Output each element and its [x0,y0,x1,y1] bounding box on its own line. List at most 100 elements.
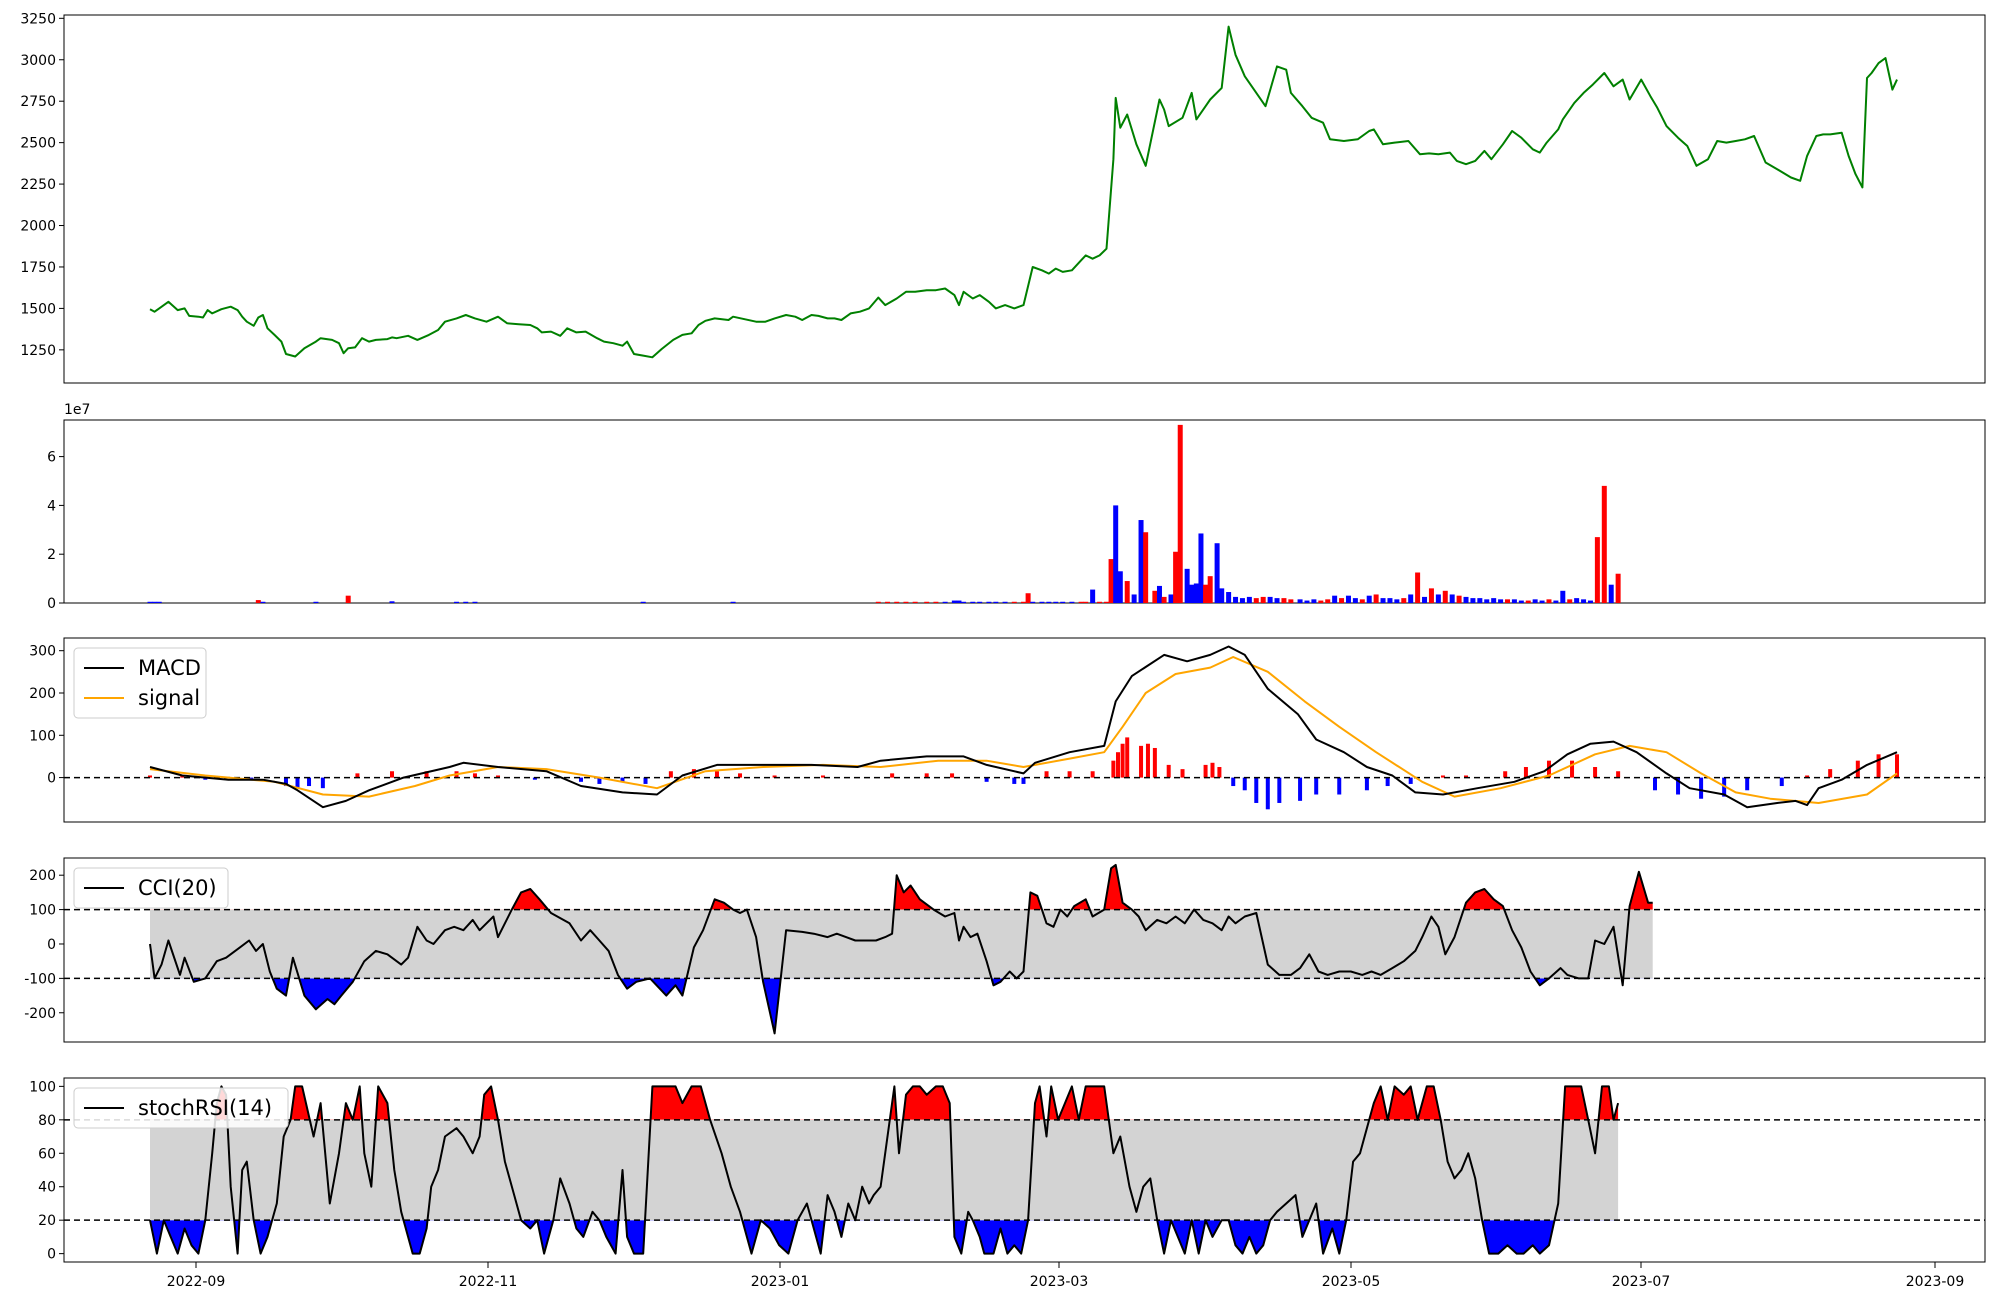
volume-bar [1318,600,1324,603]
macd-histogram-bar [148,775,152,778]
macd-histogram-bar [1203,764,1208,778]
macd-histogram-bar [1298,777,1303,801]
volume-bar [1504,599,1510,603]
volume-bar [1477,598,1483,603]
volume-bar [1198,533,1204,603]
volume-bar [1491,598,1497,603]
volume-bar [1532,599,1538,603]
macd-histogram-bar [1364,777,1369,791]
volume-bar [912,601,918,603]
stochrsi-panel-ytick-label: 40 [38,1180,56,1196]
volume-bar [1090,589,1096,603]
volume-bar [1553,600,1559,603]
macd-histogram-bar [1111,760,1116,778]
macd-histogram-bar [424,771,429,778]
volume-bar [1352,598,1358,603]
volume-bar [1161,596,1167,603]
volume-bar [1332,595,1338,603]
volume-bar [1253,598,1259,603]
macd-histogram-bar [1337,777,1342,795]
volume-bar [1214,543,1220,603]
stochrsi-panel-ytick-label: 0 [47,1247,56,1263]
volume-bar [986,601,992,603]
macd-histogram-bar [1180,769,1185,778]
cci-panel-legend-label: CCI(20) [138,876,217,900]
macd-histogram-bar [1570,760,1575,778]
macd-histogram-bar [496,775,501,778]
volume-panel-ytick-label: 0 [47,596,56,612]
volume-bar [1601,485,1607,603]
macd-panel-ytick-label: 300 [29,644,56,660]
macd-histogram-bar [1464,775,1469,778]
volume-bar [313,601,319,603]
volume-bar [1422,596,1428,603]
macd-histogram-bar [320,777,325,789]
macd-histogram-bar [203,777,208,780]
stochrsi-panel-ytick-label: 60 [38,1146,56,1162]
macd-histogram-bar [283,777,288,787]
volume-bar [1394,599,1400,603]
volume-bar [640,601,646,603]
price-panel-ytick-label: 2500 [20,136,56,152]
xtick-label: 2022-09 [167,1274,226,1290]
volume-bar [1203,584,1209,603]
macd-histogram-bar [1408,777,1413,784]
macd-histogram-bar [1210,762,1215,778]
volume-bar [977,601,983,603]
cci-panel-ytick-label: -200 [24,1006,56,1022]
price-panel-frame [63,14,1986,384]
volume-bar [1525,600,1531,603]
xtick-label: 2023-09 [1906,1274,1965,1290]
macd-histogram-bar [1265,777,1270,810]
macd-histogram-bar [820,775,825,778]
volume-bar [1103,601,1109,603]
macd-histogram-bar [643,777,648,784]
volume-bar [1124,581,1130,603]
macd-histogram-bar [950,773,955,778]
macd-histogram-bar [1779,777,1784,787]
macd-histogram-bar [772,775,777,778]
volume-bar [1233,596,1239,603]
macd-histogram-bar [532,777,537,780]
volume-panel-ytick-label: 4 [47,498,56,514]
volume-bar [472,601,478,603]
volume-panel-frame [63,419,1986,604]
volume-bar [1274,598,1280,603]
stochrsi-panel-legend: stochRSI(14) [73,1087,289,1129]
stochrsi-panel-ytick-label: 20 [38,1213,56,1229]
cci-panel-line [149,863,1653,1035]
price-panel-ytick-label: 1500 [20,301,56,317]
macd-histogram-bar [1314,777,1319,795]
volume-bar [1615,573,1621,603]
macd-panel-legend: MACD signal [73,647,207,719]
price-panel-ytick-label: 2750 [20,94,56,110]
stochrsi-panel-ytick-label: 80 [38,1113,56,1129]
volume-bar [894,601,900,603]
xtick-label: 2023-07 [1612,1274,1671,1290]
volume-bar [1428,588,1434,603]
macd-histogram-bar [389,771,394,778]
volume-bar [924,601,930,603]
macd-panel-ytick-label: 200 [29,686,56,702]
volume-bar [951,600,957,603]
macd-histogram-bar [924,773,929,778]
macd-panel-frame [63,637,1986,823]
volume-bar [956,600,962,603]
price-line [149,25,1898,359]
stochrsi-panel-legend-label: stochRSI(14) [138,1096,272,1120]
macd-panel-legend-label: signal [138,686,200,710]
volume-bar [1339,598,1345,603]
macd-panel-ytick-label: 100 [29,728,56,744]
macd-histogram-bar [249,777,254,780]
volume-bar [1366,595,1372,603]
volume-bar [1567,599,1573,603]
macd-histogram-bar [1616,771,1621,778]
volume-bar [1156,585,1162,603]
stochrsi-panel-neutral-band [150,1119,1619,1221]
volume-bar [1173,551,1179,603]
macd-histogram-bar [1021,777,1026,784]
volume-bar [1011,601,1017,603]
volume-bar [1281,598,1287,603]
price-panel-ytick-label: 3000 [20,53,56,69]
macd-histogram-bar [1044,771,1049,778]
